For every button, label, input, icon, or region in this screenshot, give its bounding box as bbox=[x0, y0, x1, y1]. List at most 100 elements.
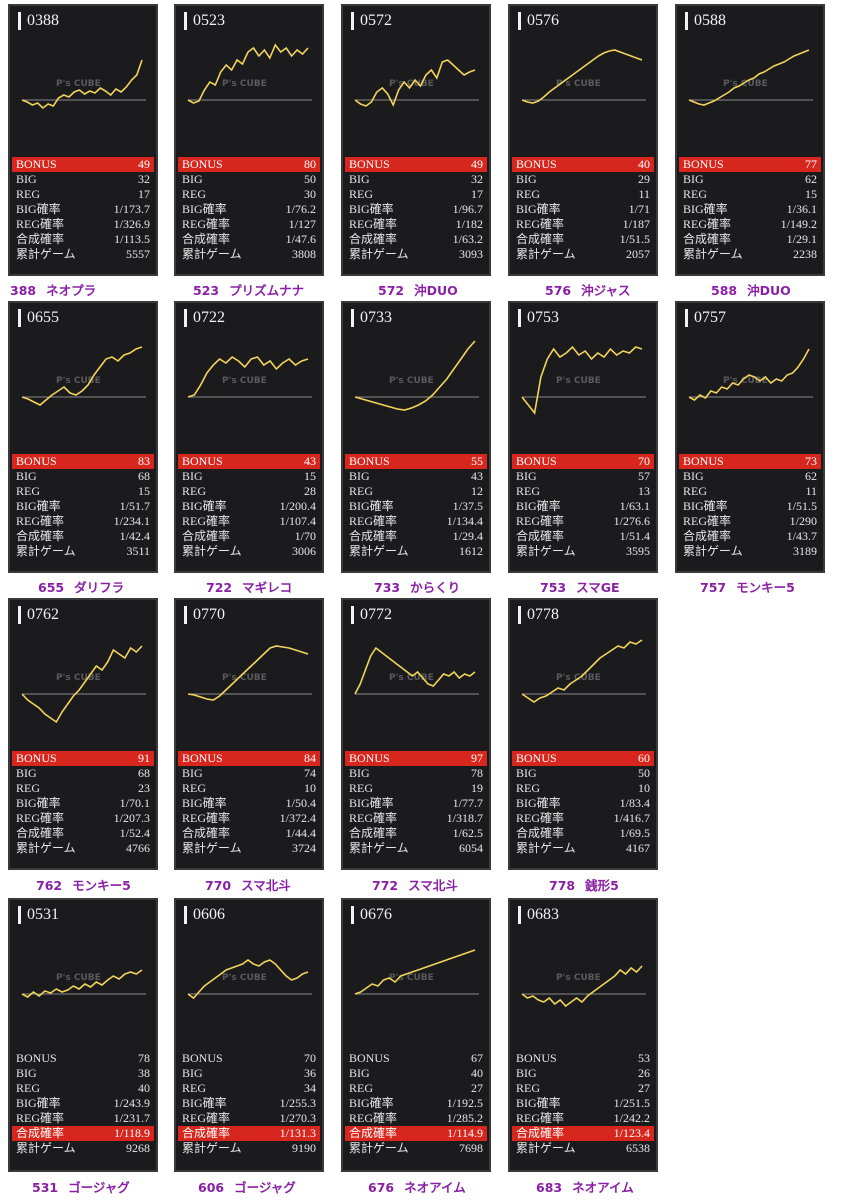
stat-row: BIG確率 1/36.1 bbox=[679, 202, 821, 217]
stat-label: 累計ゲーム bbox=[516, 1141, 576, 1155]
stat-label: BIG確率 bbox=[16, 796, 61, 810]
stat-row: 合成確率 1/51.4 bbox=[512, 529, 654, 544]
stat-label: BIG bbox=[349, 469, 370, 483]
stat-label: 累計ゲーム bbox=[182, 841, 242, 855]
stat-row: REG確率 1/285.2 bbox=[345, 1111, 487, 1126]
machine-number: 0753 bbox=[518, 309, 559, 327]
stats-table: BONUS 84 BIG 74 REG 10 BIG確率 1/50.4 REG確率 1/372.4… bbox=[178, 751, 320, 856]
stat-row: BIG 50 bbox=[178, 172, 320, 187]
stat-label: REG確率 bbox=[683, 514, 732, 528]
stat-value: 1/182 bbox=[455, 217, 483, 231]
machine-card[interactable]: 0778 P's CUBE BONUS 60 BIG 50 REG 10 BIG確率 1/83.4… bbox=[508, 598, 658, 870]
stat-value: 15 bbox=[304, 469, 316, 483]
stat-label: REG確率 bbox=[182, 811, 231, 825]
stat-row: BIG 32 bbox=[345, 172, 487, 187]
stat-value: 7698 bbox=[459, 1141, 483, 1155]
stat-value: 57 bbox=[638, 469, 650, 483]
graph-line bbox=[187, 355, 309, 398]
stat-label: BIG bbox=[516, 469, 537, 483]
machine-card[interactable]: 0588 P's CUBE BONUS 77 BIG 62 REG 15 BIG確率 1/36.1… bbox=[675, 4, 825, 276]
payout-graph: P's CUBE bbox=[688, 49, 813, 106]
stat-value: 2057 bbox=[626, 247, 650, 261]
stat-label: BIG確率 bbox=[516, 202, 561, 216]
machine-card[interactable]: 0772 P's CUBE BONUS 97 BIG 78 REG 19 BIG確率 1/77.7… bbox=[341, 598, 491, 870]
stat-value: 3511 bbox=[126, 544, 150, 558]
stat-row: BIG 38 bbox=[12, 1066, 154, 1081]
stats-table: BONUS 91 BIG 68 REG 23 BIG確率 1/70.1 REG確率 1/207.3… bbox=[12, 751, 154, 856]
machine-card[interactable]: 0576 P's CUBE BONUS 40 BIG 29 REG 11 BIG確率 1/71 RE… bbox=[508, 4, 658, 276]
stat-row: REG 19 bbox=[345, 781, 487, 796]
stat-value: 1/118.9 bbox=[114, 1126, 150, 1140]
stat-row: BIG確率 1/200.4 bbox=[178, 499, 320, 514]
machine-card[interactable]: 0757 P's CUBE BONUS 73 BIG 62 REG 11 BIG確率 1/51.5… bbox=[675, 301, 825, 573]
stat-label: BIG確率 bbox=[182, 202, 227, 216]
stat-row: 合成確率 1/69.5 bbox=[512, 826, 654, 841]
machine-card[interactable]: 0762 P's CUBE BONUS 91 BIG 68 REG 23 BIG確率 1/70.1… bbox=[8, 598, 158, 870]
payout-graph: P's CUBE bbox=[688, 348, 813, 401]
stat-label: BIG bbox=[16, 172, 37, 186]
stat-row: 合成確率 1/47.6 bbox=[178, 232, 320, 247]
stat-value: 70 bbox=[638, 454, 650, 468]
machine-number: 0655 bbox=[18, 309, 59, 327]
stat-value: 1/270.3 bbox=[279, 1111, 316, 1125]
stat-value: 1/326.9 bbox=[113, 217, 150, 231]
machine-caption: 683 ネオアイム bbox=[536, 1180, 634, 1195]
payout-graph: P's CUBE bbox=[354, 949, 479, 995]
stat-label: 合成確率 bbox=[182, 1126, 231, 1140]
stat-row: BIG確率 1/243.9 bbox=[12, 1096, 154, 1111]
stat-value: 36 bbox=[304, 1066, 316, 1080]
machine-card[interactable]: 0606 P's CUBE BONUS 70 BIG 36 REG 34 BIG確率 1/255.… bbox=[174, 898, 324, 1172]
stat-value: 1/114.9 bbox=[447, 1126, 483, 1140]
stat-value: 32 bbox=[138, 172, 150, 186]
stat-value: 1/47.6 bbox=[285, 232, 316, 246]
stat-value: 1/255.3 bbox=[279, 1096, 316, 1110]
graph-line bbox=[187, 43, 309, 104]
machine-card[interactable]: 0722 P's CUBE BONUS 43 BIG 15 REG 28 BIG確率 1/200.… bbox=[174, 301, 324, 573]
machine-card[interactable]: 0655 P's CUBE BONUS 83 BIG 68 REG 15 BIG確率 1/51.7… bbox=[8, 301, 158, 573]
stat-label: REG確率 bbox=[683, 217, 732, 231]
machine-card[interactable]: 0753 P's CUBE BONUS 70 BIG 57 REG 13 BIG確率 1/63.1… bbox=[508, 301, 658, 573]
stat-value: 15 bbox=[805, 187, 817, 201]
stat-row: BIG確率 1/63.1 bbox=[512, 499, 654, 514]
machine-card[interactable]: 0531 P's CUBE BONUS 78 BIG 38 REG 40 BIG確率 1/243.… bbox=[8, 898, 158, 1172]
stat-value: 3189 bbox=[793, 544, 817, 558]
stat-value: 26 bbox=[638, 1066, 650, 1080]
machine-card[interactable]: 0388 P's CUBE BONUS 49 BIG 32 REG 17 BIG確率 1/173.… bbox=[8, 4, 158, 276]
stat-label: BONUS bbox=[349, 454, 390, 468]
payout-graph: P's CUBE bbox=[187, 43, 312, 104]
graph-line bbox=[521, 49, 643, 104]
machine-number: 0576 bbox=[518, 12, 559, 30]
stat-value: 1/290 bbox=[789, 514, 817, 528]
stat-row: 累計ゲーム 3189 bbox=[679, 544, 821, 559]
stat-row: BIG 50 bbox=[512, 766, 654, 781]
stat-row: BIG 29 bbox=[512, 172, 654, 187]
stat-value: 1/173.7 bbox=[113, 202, 150, 216]
stats-table: BONUS 70 BIG 36 REG 34 BIG確率 1/255.3 REG確率 1/270.… bbox=[178, 1051, 320, 1156]
stat-row: BONUS 84 bbox=[178, 751, 320, 766]
payout-graph: P's CUBE bbox=[21, 969, 146, 998]
stat-row: 累計ゲーム 2057 bbox=[512, 247, 654, 262]
stat-value: 3808 bbox=[292, 247, 316, 261]
stat-row: BIG確率 1/37.5 bbox=[345, 499, 487, 514]
stats-table: BONUS 83 BIG 68 REG 15 BIG確率 1/51.7 REG確率 1/234.1… bbox=[12, 454, 154, 559]
machine-caption: 778 銭形5 bbox=[549, 878, 619, 893]
stat-label: BIG bbox=[516, 1066, 537, 1080]
stats-table: BONUS 78 BIG 38 REG 40 BIG確率 1/243.9 REG確率 1/231.… bbox=[12, 1051, 154, 1156]
machine-card[interactable]: 0770 P's CUBE BONUS 84 BIG 74 REG 10 BIG確率 1/50.4… bbox=[174, 598, 324, 870]
stat-value: 1/187 bbox=[622, 217, 650, 231]
stat-row: REG確率 1/207.3 bbox=[12, 811, 154, 826]
machine-card[interactable]: 0523 P's CUBE BONUS 80 BIG 50 REG 30 BIG確率 1/76.2… bbox=[174, 4, 324, 276]
machine-card[interactable]: 0572 P's CUBE BONUS 49 BIG 32 REG 17 BIG確率 1/96.7… bbox=[341, 4, 491, 276]
stat-row: REG確率 1/107.4 bbox=[178, 514, 320, 529]
machine-card[interactable]: 0676 P's CUBE BONUS 67 BIG 40 REG 27 BIG確率 1/192.… bbox=[341, 898, 491, 1172]
stat-label: BIG確率 bbox=[516, 1096, 561, 1110]
machine-caption: 733 からくり bbox=[374, 580, 461, 595]
stat-row: REG確率 1/270.3 bbox=[178, 1111, 320, 1126]
stat-label: 合成確率 bbox=[683, 232, 732, 246]
stat-label: REG bbox=[683, 187, 707, 201]
machine-card[interactable]: 0683 P's CUBE BONUS 53 BIG 26 REG 27 BIG確率 1/251.… bbox=[508, 898, 658, 1172]
stat-row: BONUS 78 bbox=[12, 1051, 154, 1066]
graph-line bbox=[354, 646, 476, 695]
stat-label: REG bbox=[349, 484, 373, 498]
machine-card[interactable]: 0733 P's CUBE BONUS 55 BIG 43 REG 12 BIG確率 1/37.5… bbox=[341, 301, 491, 573]
